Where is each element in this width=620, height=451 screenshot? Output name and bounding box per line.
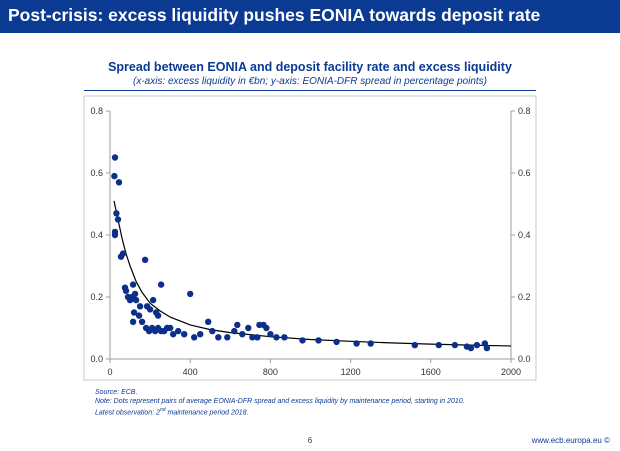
data-point	[122, 287, 130, 294]
method-note: Note: Dots represent pairs of average EO…	[95, 398, 465, 405]
data-point	[473, 341, 481, 349]
data-point	[333, 338, 340, 346]
data-point	[254, 334, 261, 341]
data-point	[167, 324, 174, 332]
x-tick-label: 800	[263, 367, 278, 377]
data-point	[205, 318, 212, 325]
data-point	[435, 341, 442, 349]
data-point	[149, 296, 157, 304]
data-point	[129, 318, 137, 325]
y-tick-label-left: 0.2	[90, 292, 103, 302]
data-point	[215, 334, 222, 341]
data-point	[136, 303, 144, 310]
data-point	[138, 318, 146, 325]
data-point	[113, 210, 120, 217]
data-point	[181, 331, 188, 338]
y-tick-label-left: 0.4	[90, 230, 103, 240]
data-point	[187, 290, 194, 298]
x-tick-label: 400	[183, 367, 198, 377]
title-banner: Post-crisis: excess liquidity pushes EON…	[0, 0, 620, 33]
data-point	[111, 172, 118, 180]
x-tick-label: 1600	[421, 367, 441, 377]
x-tick-label: 0	[107, 367, 112, 377]
latest-observation-note: Latest observation: 2nd maintenance peri…	[95, 407, 249, 417]
footer-url: www.ecb.europa.eu ©	[531, 436, 610, 445]
data-point	[315, 337, 322, 344]
y-tick-label-right: 0.0	[518, 354, 531, 364]
data-point	[170, 331, 177, 338]
data-point	[281, 334, 288, 341]
data-point	[245, 324, 252, 332]
data-point	[129, 281, 137, 288]
data-point	[130, 309, 138, 316]
data-point	[115, 179, 123, 186]
chart-subtitle: (x-axis: excess liquidity in €bn; y-axis…	[132, 76, 488, 87]
data-point	[451, 341, 459, 349]
data-point	[483, 344, 491, 352]
data-point	[132, 296, 140, 304]
data-point	[157, 281, 165, 288]
data-point	[111, 154, 119, 161]
y-tick-label-right: 0.8	[518, 106, 531, 116]
data-point	[299, 337, 306, 344]
title-divider	[84, 90, 536, 91]
data-point	[111, 231, 119, 239]
data-point	[234, 321, 241, 329]
data-point	[141, 256, 149, 263]
page-number: 6	[307, 436, 313, 445]
source-note: Source: ECB.	[95, 389, 138, 396]
data-point	[273, 334, 280, 341]
data-point	[249, 334, 256, 341]
data-point	[267, 331, 274, 338]
slide-title: Post-crisis: excess liquidity pushes EON…	[8, 5, 541, 25]
data-point	[467, 344, 475, 352]
data-point	[191, 334, 198, 341]
data-point	[119, 250, 127, 257]
data-point	[411, 341, 418, 349]
y-tick-label-right: 0.6	[518, 168, 531, 178]
data-point	[231, 327, 238, 335]
data-point	[209, 327, 216, 335]
data-point	[175, 327, 182, 335]
chart-notes: Source: ECB. Note: Dots represent pairs …	[95, 388, 465, 417]
data-point	[131, 290, 139, 298]
y-tick-label-left: 0.8	[90, 106, 103, 116]
data-point	[224, 334, 231, 341]
x-tick-label: 2000	[501, 367, 521, 377]
data-point	[135, 312, 143, 319]
y-tick-label-left: 0.0	[90, 354, 103, 364]
x-tick-label: 1200	[341, 367, 361, 377]
y-tick-label-right: 0.2	[518, 292, 531, 302]
data-point	[263, 324, 270, 332]
chart-frame	[83, 95, 537, 381]
y-tick-label-left: 0.6	[90, 168, 103, 178]
data-point	[114, 216, 122, 223]
chart-title: Spread between EONIA and deposit facilit…	[108, 60, 512, 74]
data-point	[197, 331, 204, 338]
data-point	[146, 306, 154, 313]
data-point	[353, 340, 360, 347]
data-point	[154, 312, 162, 319]
data-point	[239, 331, 246, 338]
y-tick-label-right: 0.4	[518, 230, 531, 240]
data-point	[367, 340, 374, 347]
